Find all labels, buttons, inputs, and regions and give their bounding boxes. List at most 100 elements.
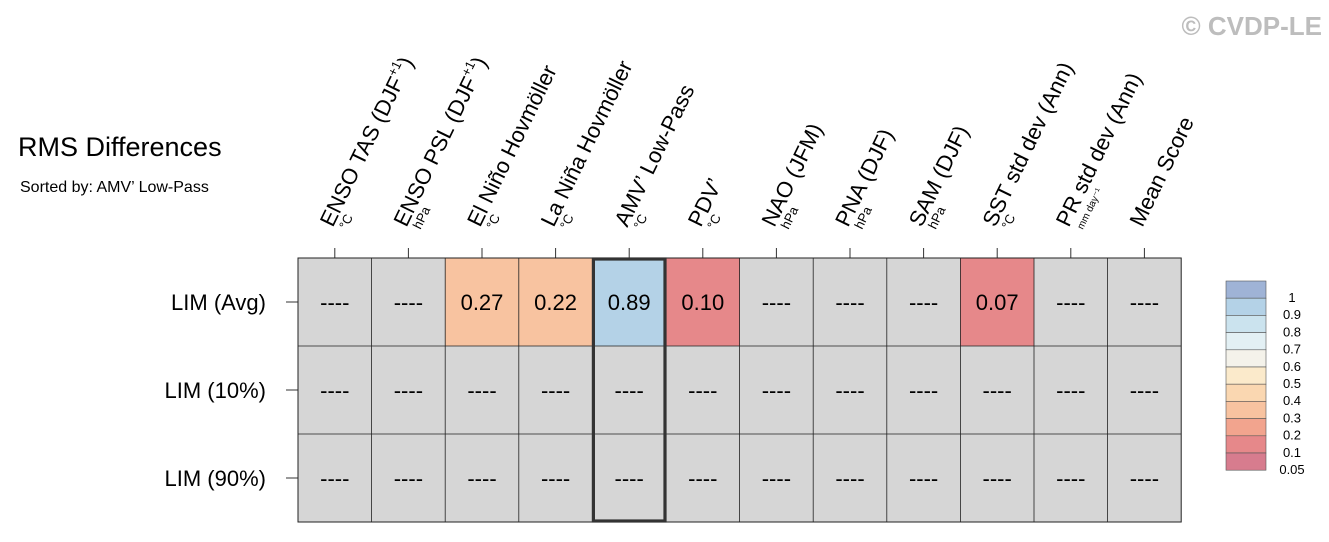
colorbar-label: 0.3 bbox=[1283, 410, 1301, 425]
colorbar-swatch bbox=[1225, 452, 1267, 471]
sorted-column-highlight bbox=[591, 257, 667, 523]
cell-value: ---- bbox=[615, 378, 644, 403]
column-unit: °C bbox=[998, 212, 1018, 232]
table-cell bbox=[813, 258, 887, 346]
table-cell bbox=[886, 346, 961, 434]
cell-value: ---- bbox=[909, 466, 938, 491]
colorbar-swatch bbox=[1225, 280, 1267, 299]
colorbar: 1 0.9 0.8 0.7 0.6 0.5 0.4 0.3 0.2 0.1 0.05 bbox=[1225, 280, 1305, 477]
table-cell bbox=[445, 346, 519, 434]
column-header: AMV’ Low-Pass bbox=[609, 80, 699, 230]
table-cell bbox=[813, 346, 887, 434]
row-label: LIM (Avg) bbox=[171, 290, 266, 315]
table-cell bbox=[1034, 434, 1108, 522]
table-cell bbox=[371, 258, 446, 346]
cell-value: ---- bbox=[835, 466, 864, 491]
cell-value: ---- bbox=[835, 290, 864, 315]
cell-value: ---- bbox=[320, 290, 349, 315]
colorbar-swatch bbox=[1225, 383, 1267, 402]
table-cell bbox=[739, 258, 814, 346]
colorbar-swatch bbox=[1225, 366, 1267, 385]
table-cell bbox=[960, 346, 1034, 434]
table-cell bbox=[960, 258, 1034, 346]
cell-value: ---- bbox=[1056, 290, 1085, 315]
cell-value: ---- bbox=[1056, 466, 1085, 491]
colorbar-swatch bbox=[1225, 435, 1267, 454]
cell-value: ---- bbox=[467, 466, 496, 491]
cell-value: ---- bbox=[541, 378, 570, 403]
cell-value: ---- bbox=[394, 290, 423, 315]
table-cell bbox=[298, 258, 372, 346]
table-cell bbox=[1107, 434, 1182, 522]
table-grid bbox=[297, 257, 1182, 523]
table-cell bbox=[592, 434, 666, 522]
table-cell bbox=[739, 346, 814, 434]
cell-value: ---- bbox=[394, 378, 423, 403]
cell-value: ---- bbox=[983, 378, 1012, 403]
cell-value: ---- bbox=[615, 466, 644, 491]
column-headers: ENSO TAS (DJF+1)°C ENSO PSL (DJF+1)hPa El … bbox=[315, 53, 1199, 258]
colorbar-label: 1 bbox=[1288, 290, 1295, 305]
colorbar-label: 0.7 bbox=[1283, 342, 1301, 357]
colorbar-label: 0.5 bbox=[1283, 376, 1301, 391]
table-cell bbox=[666, 346, 740, 434]
cell-value: ---- bbox=[467, 378, 496, 403]
colorbar-swatch bbox=[1225, 332, 1267, 351]
column-unit: °C bbox=[336, 212, 356, 232]
row-label: LIM (10%) bbox=[165, 378, 266, 403]
table-cells: ---- ---- 0.27 0.22 0.89 0.10 ---- ---- ---- 0.07… bbox=[298, 258, 1182, 522]
column-unit: °C bbox=[630, 212, 650, 232]
table-cell bbox=[592, 258, 666, 346]
table-cell bbox=[666, 258, 740, 346]
table-cell bbox=[592, 346, 666, 434]
table-cell bbox=[518, 346, 593, 434]
cell-value: ---- bbox=[983, 466, 1012, 491]
cell-value: ---- bbox=[762, 290, 791, 315]
table-cell bbox=[666, 434, 740, 522]
colorbar-swatch bbox=[1225, 297, 1267, 316]
cell-value: 0.89 bbox=[608, 290, 651, 315]
copyright-watermark: © CVDP-LE bbox=[1182, 11, 1323, 41]
column-unit: °C bbox=[483, 212, 503, 232]
colorbar-swatch bbox=[1225, 418, 1267, 437]
row-label: LIM (90%) bbox=[165, 466, 266, 491]
table-cell bbox=[1034, 346, 1108, 434]
colorbar-swatch bbox=[1225, 349, 1267, 368]
cell-value: ---- bbox=[688, 378, 717, 403]
cell-value: ---- bbox=[541, 466, 570, 491]
cell-value: ---- bbox=[909, 290, 938, 315]
table-cell bbox=[445, 258, 519, 346]
cell-value: ---- bbox=[762, 466, 791, 491]
table-cell bbox=[739, 434, 814, 522]
cell-value: ---- bbox=[762, 378, 791, 403]
cell-value: ---- bbox=[320, 378, 349, 403]
cell-value: ---- bbox=[909, 378, 938, 403]
row-labels: LIM (Avg) LIM (10%) LIM (90%) bbox=[165, 290, 298, 491]
colorbar-label: 0.05 bbox=[1279, 462, 1304, 477]
chart-subtitle: Sorted by: AMV’ Low-Pass bbox=[20, 179, 209, 196]
column-unit: °C bbox=[557, 212, 577, 232]
colorbar-label: 0.6 bbox=[1283, 359, 1301, 374]
table-cell bbox=[1034, 258, 1108, 346]
table-cell bbox=[1107, 346, 1182, 434]
cell-value: ---- bbox=[688, 466, 717, 491]
cell-value: ---- bbox=[1130, 466, 1159, 491]
colorbar-label: 0.9 bbox=[1283, 307, 1301, 322]
cell-value: ---- bbox=[1130, 378, 1159, 403]
cell-value: ---- bbox=[1130, 290, 1159, 315]
table-cell bbox=[1107, 258, 1182, 346]
cell-value: 0.10 bbox=[681, 290, 724, 315]
table-cell bbox=[813, 434, 887, 522]
column-header: Mean Score bbox=[1124, 113, 1198, 231]
chart-title: RMS Differences bbox=[18, 132, 222, 162]
cell-value: ---- bbox=[320, 466, 349, 491]
colorbar-swatch bbox=[1225, 315, 1267, 333]
colorbar-label: 0.4 bbox=[1283, 393, 1301, 408]
cell-value: ---- bbox=[835, 378, 864, 403]
table-cell bbox=[886, 258, 961, 346]
colorbar-label: 0.2 bbox=[1283, 428, 1301, 443]
colorbar-label: 0.8 bbox=[1283, 324, 1301, 339]
table-cell bbox=[371, 434, 446, 522]
